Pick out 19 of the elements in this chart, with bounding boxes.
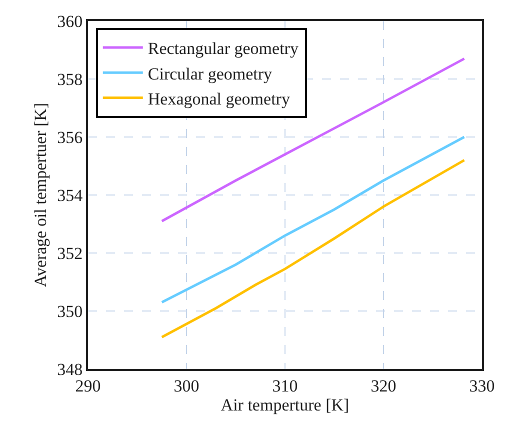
y-tick-label: 350 [57, 302, 83, 321]
x-tick-label: 310 [272, 376, 298, 396]
line-series [160, 136, 466, 304]
y-tick-label: 360 [57, 12, 83, 31]
legend-label: Rectangular geometry [148, 39, 299, 58]
line-series [160, 158, 466, 338]
x-tick-label: 300 [174, 376, 200, 396]
x-axis-title: Air temperture [K] [220, 395, 350, 414]
x-tick-label: 290 [75, 376, 101, 396]
legend-label: Hexagonal geometry [148, 89, 290, 108]
x-tick-label: 320 [370, 376, 396, 396]
y-tick-label: 352 [57, 244, 83, 263]
y-tick-label: 356 [57, 128, 83, 147]
y-tick-label: 354 [57, 186, 84, 205]
y-axis-title: Average oil tempertuer [K] [31, 102, 50, 288]
legend-label: Circular geometry [148, 64, 273, 84]
x-tick-label: 330 [469, 376, 495, 396]
y-tick-label: 348 [57, 360, 83, 379]
y-tick-label: 358 [57, 70, 83, 89]
